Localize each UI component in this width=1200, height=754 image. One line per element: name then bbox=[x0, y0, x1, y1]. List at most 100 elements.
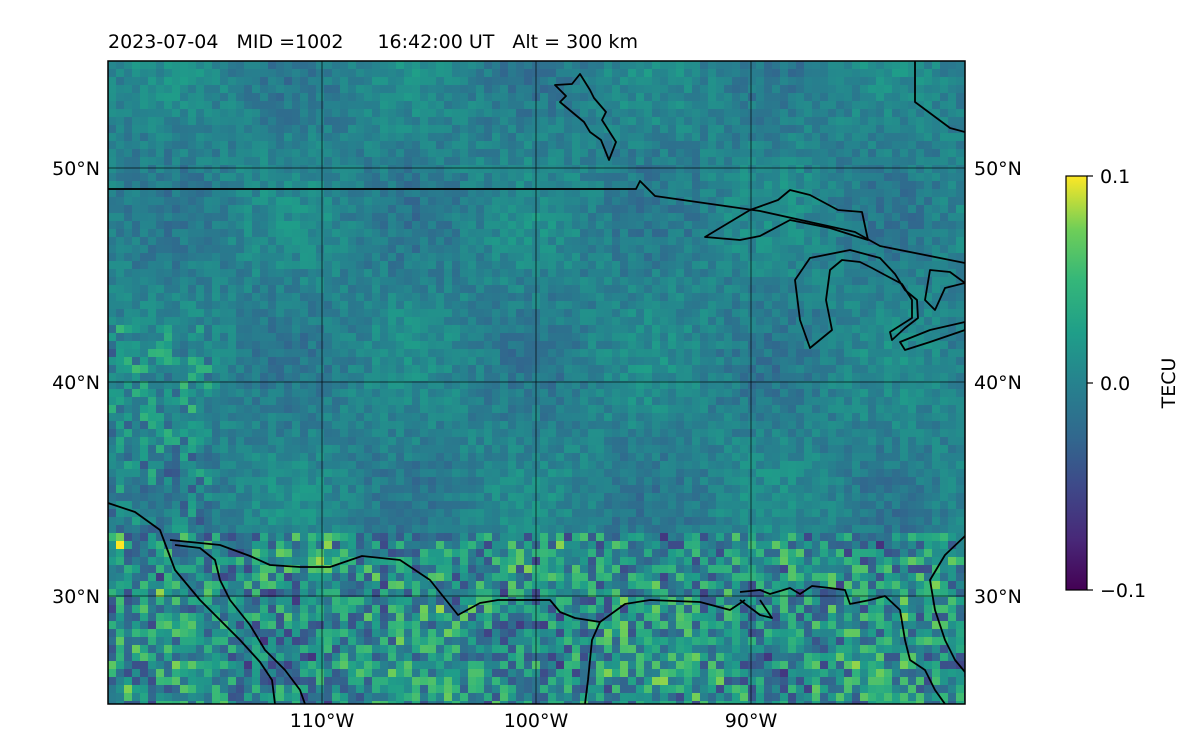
heatmap-cell bbox=[860, 277, 869, 286]
heatmap-cell bbox=[796, 165, 805, 174]
heatmap-cell bbox=[684, 349, 693, 358]
heatmap-cell bbox=[724, 405, 733, 414]
heatmap-cell bbox=[636, 421, 645, 430]
heatmap-cell bbox=[708, 365, 717, 374]
heatmap-cell bbox=[492, 189, 501, 198]
heatmap-cell bbox=[652, 85, 661, 94]
heatmap-cell bbox=[540, 133, 549, 142]
heatmap-cell bbox=[132, 245, 141, 254]
heatmap-cell bbox=[540, 77, 549, 86]
heatmap-cell bbox=[460, 253, 469, 262]
heatmap-cell bbox=[852, 69, 861, 78]
heatmap-cell bbox=[404, 101, 413, 110]
heatmap-cell bbox=[268, 157, 277, 166]
heatmap-cell bbox=[108, 333, 117, 342]
heatmap-cell bbox=[772, 61, 781, 70]
heatmap-cell bbox=[900, 317, 909, 326]
heatmap-cell bbox=[748, 133, 757, 142]
heatmap-cell bbox=[140, 117, 149, 126]
heatmap-cell bbox=[636, 237, 645, 246]
heatmap-cell bbox=[260, 133, 269, 142]
heatmap-cell bbox=[108, 309, 117, 318]
heatmap-cell bbox=[740, 325, 749, 334]
heatmap-cell bbox=[724, 77, 733, 86]
heatmap-cell bbox=[460, 293, 469, 302]
heatmap-cell bbox=[116, 189, 125, 198]
heatmap-cell bbox=[428, 77, 437, 86]
heatmap-cell bbox=[244, 373, 253, 382]
heatmap-cell bbox=[844, 253, 853, 262]
heatmap-cell bbox=[180, 133, 189, 142]
heatmap-cell bbox=[324, 93, 333, 102]
heatmap-cell bbox=[932, 157, 941, 166]
heatmap-cell bbox=[772, 317, 781, 326]
heatmap-cell bbox=[148, 285, 157, 294]
heatmap-cell bbox=[876, 77, 885, 86]
heatmap-cell bbox=[836, 157, 845, 166]
heatmap-cell bbox=[692, 149, 701, 158]
heatmap-cell bbox=[932, 381, 941, 390]
heatmap-cell bbox=[636, 405, 645, 414]
heatmap-cell bbox=[852, 341, 861, 350]
heatmap-cell bbox=[220, 109, 229, 118]
heatmap-cell bbox=[724, 205, 733, 214]
heatmap-cell bbox=[660, 205, 669, 214]
heatmap-cell bbox=[628, 109, 637, 118]
heatmap-cell bbox=[116, 325, 125, 334]
heatmap-cell bbox=[364, 61, 373, 70]
heatmap-cell bbox=[252, 261, 261, 270]
heatmap-cell bbox=[796, 173, 805, 182]
heatmap-cell bbox=[940, 421, 949, 430]
heatmap-cell bbox=[876, 109, 885, 118]
heatmap-cell bbox=[836, 85, 845, 94]
heatmap-cell bbox=[204, 197, 213, 206]
heatmap-cell bbox=[860, 381, 869, 390]
heatmap-cell bbox=[236, 293, 245, 302]
heatmap-cell bbox=[572, 285, 581, 294]
heatmap-cell bbox=[828, 189, 837, 198]
heatmap-cell bbox=[828, 389, 837, 398]
heatmap-cell bbox=[356, 189, 365, 198]
heatmap-cell bbox=[388, 125, 397, 134]
heatmap-cell bbox=[812, 133, 821, 142]
heatmap-cell bbox=[212, 189, 221, 198]
heatmap-cell bbox=[676, 101, 685, 110]
heatmap-cell bbox=[812, 165, 821, 174]
heatmap-cell bbox=[692, 285, 701, 294]
heatmap-cell bbox=[836, 317, 845, 326]
heatmap-cell bbox=[204, 381, 213, 390]
heatmap-cell bbox=[404, 373, 413, 382]
heatmap-cell bbox=[116, 357, 125, 366]
heatmap-cell bbox=[132, 149, 141, 158]
heatmap-cell bbox=[428, 341, 437, 350]
heatmap-cell bbox=[348, 333, 357, 342]
heatmap-cell bbox=[732, 181, 741, 190]
heatmap-cell bbox=[164, 301, 173, 310]
heatmap-cell bbox=[724, 245, 733, 254]
heatmap-cell bbox=[564, 69, 573, 78]
heatmap-cell bbox=[612, 101, 621, 110]
heatmap-cell bbox=[764, 333, 773, 342]
heatmap-cell bbox=[604, 229, 613, 238]
heatmap-cell bbox=[596, 317, 605, 326]
heatmap-cell bbox=[956, 69, 965, 78]
heatmap-cell bbox=[124, 61, 133, 70]
heatmap-cell bbox=[260, 389, 269, 398]
heatmap-cell bbox=[668, 101, 677, 110]
heatmap-cell bbox=[108, 205, 117, 214]
heatmap-cell bbox=[396, 93, 405, 102]
heatmap-cell bbox=[820, 117, 829, 126]
heatmap-cell bbox=[788, 165, 797, 174]
heatmap-cell bbox=[564, 253, 573, 262]
heatmap-cell bbox=[212, 133, 221, 142]
heatmap-cell bbox=[812, 237, 821, 246]
heatmap-cell bbox=[548, 109, 557, 118]
heatmap-cell bbox=[852, 373, 861, 382]
heatmap-cell bbox=[668, 197, 677, 206]
heatmap-cell bbox=[428, 333, 437, 342]
heatmap-cell bbox=[756, 285, 765, 294]
heatmap-cell bbox=[484, 285, 493, 294]
heatmap-cell bbox=[596, 341, 605, 350]
heatmap-cell bbox=[724, 85, 733, 94]
heatmap-cell bbox=[580, 269, 589, 278]
